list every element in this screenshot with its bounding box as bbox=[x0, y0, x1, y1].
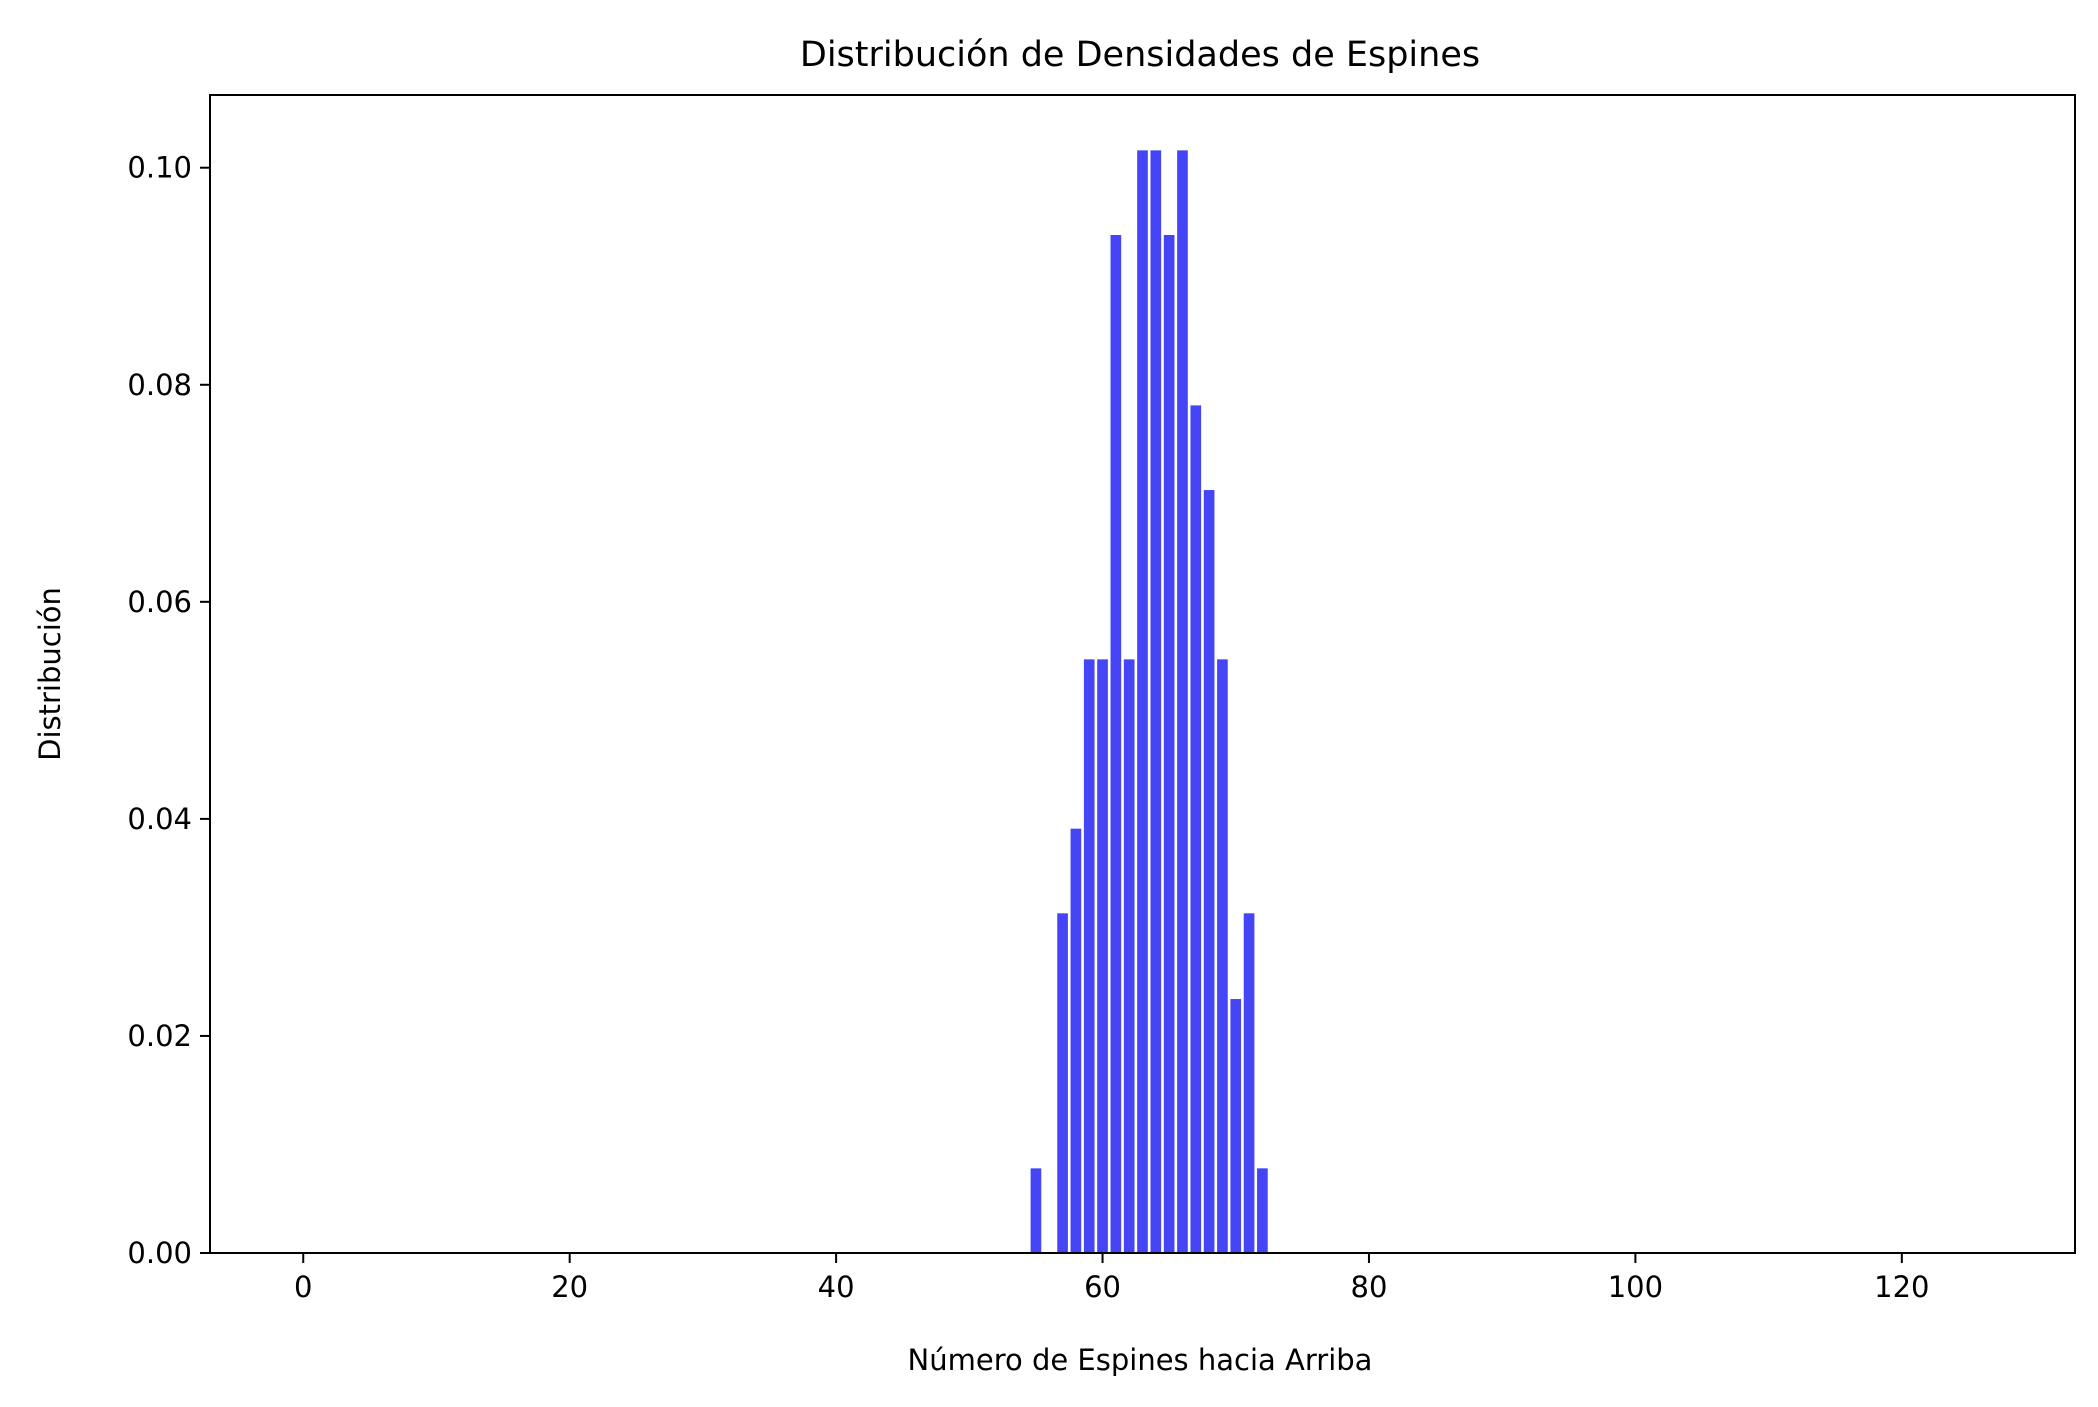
x-tick-label: 0 bbox=[294, 1270, 312, 1304]
y-tick-label: 0.00 bbox=[127, 1236, 192, 1270]
bar-72 bbox=[1257, 1168, 1268, 1253]
bar-69 bbox=[1217, 659, 1228, 1253]
y-tick-label: 0.04 bbox=[127, 802, 192, 836]
x-tick-label: 80 bbox=[1351, 1270, 1388, 1304]
y-axis-label: Distribución bbox=[33, 587, 67, 761]
bar-63 bbox=[1137, 150, 1148, 1254]
bar-55 bbox=[1030, 1168, 1042, 1253]
x-tick-label: 40 bbox=[818, 1270, 855, 1304]
x-tick-label: 120 bbox=[1874, 1270, 1929, 1304]
bar-67 bbox=[1190, 405, 1202, 1253]
y-axis: 0.00 0.02 0.04 0.06 0.08 0.10 bbox=[127, 151, 210, 1270]
bar-65 bbox=[1163, 235, 1175, 1253]
bar-59 bbox=[1083, 659, 1095, 1253]
bar-58 bbox=[1070, 828, 1082, 1253]
x-axis: 0 20 40 60 80 100 120 bbox=[294, 1253, 1930, 1304]
x-tick-label: 20 bbox=[551, 1270, 588, 1304]
y-tick-label: 0.02 bbox=[127, 1019, 192, 1053]
bar-60 bbox=[1097, 659, 1108, 1253]
y-tick-label: 0.06 bbox=[127, 585, 192, 619]
y-tick-label: 0.10 bbox=[127, 151, 192, 185]
bar-71 bbox=[1243, 913, 1255, 1253]
bar-61 bbox=[1110, 235, 1122, 1253]
plot-area bbox=[1030, 150, 1268, 1254]
bar-66 bbox=[1177, 150, 1188, 1254]
bar-68 bbox=[1203, 490, 1215, 1253]
chart-title: Distribución de Densidades de Espines bbox=[800, 35, 1480, 75]
bar-57 bbox=[1057, 913, 1068, 1253]
bars bbox=[1030, 150, 1268, 1254]
bar-64 bbox=[1150, 150, 1162, 1254]
x-tick-label: 60 bbox=[1084, 1270, 1121, 1304]
bar-70 bbox=[1230, 999, 1242, 1253]
axes-frame bbox=[209, 94, 2076, 1254]
x-axis-label: Número de Espines hacia Arriba bbox=[908, 1343, 1373, 1377]
x-tick-label: 100 bbox=[1608, 1270, 1663, 1304]
bar-62 bbox=[1123, 659, 1135, 1253]
y-tick-label: 0.08 bbox=[127, 368, 192, 402]
